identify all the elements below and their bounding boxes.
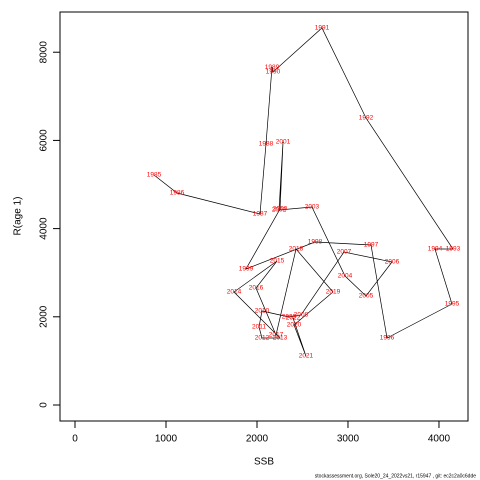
- point-label: 1989: [265, 64, 280, 71]
- point-label: 2005: [359, 293, 374, 300]
- point-label: 1997: [364, 242, 379, 249]
- point-label: 2007: [337, 249, 352, 256]
- footnote: stockassessment.org, Sole20_24_2022vs21,…: [315, 473, 476, 479]
- point-label: 1998: [308, 239, 323, 246]
- point-label: 2017: [269, 332, 284, 339]
- point-label: 2012: [255, 335, 270, 342]
- y-tick-label: 0: [39, 402, 50, 408]
- point-label: 2016: [249, 285, 264, 292]
- point-label: 2004: [338, 273, 353, 280]
- point-label: 2018: [289, 246, 304, 253]
- point-label: 2002: [272, 207, 287, 214]
- x-tick-label: 2000: [246, 434, 269, 445]
- point-label: 2013: [273, 335, 288, 342]
- point-label: 1993: [446, 246, 461, 253]
- point-label: 2019: [326, 289, 341, 296]
- point-label: 2022: [286, 315, 301, 322]
- point-label: 2006: [385, 259, 400, 266]
- point-label: 2001: [276, 139, 291, 146]
- y-tick-label: 6000: [39, 129, 50, 152]
- point-label: 1991: [315, 25, 330, 32]
- y-tick-label: 4000: [39, 217, 50, 240]
- y-tick-label: 8000: [39, 41, 50, 64]
- x-tick-label: 4000: [428, 434, 451, 445]
- point-label: 2011: [252, 324, 266, 331]
- point-label: 1994: [428, 246, 443, 253]
- x-tick-label: 3000: [337, 434, 360, 445]
- point-label: 1996: [380, 335, 395, 342]
- point-label: 2015: [270, 258, 285, 265]
- point-label: 2020: [287, 322, 302, 329]
- point-label: 1986: [170, 190, 185, 197]
- point-label: 1990: [266, 69, 281, 76]
- point-label: 1999: [239, 266, 254, 273]
- x-axis-label: SSB: [254, 457, 274, 468]
- y-axis-label: R(age 1): [13, 197, 24, 236]
- y-tick-label: 2000: [39, 305, 50, 328]
- point-label: 2010: [255, 308, 270, 315]
- point-label: 2009: [282, 314, 297, 321]
- point-label: 2003: [305, 204, 320, 211]
- point-label: 1995: [445, 301, 460, 308]
- point-label: 1988: [259, 141, 274, 148]
- point-label: 2014: [227, 289, 242, 296]
- point-label: 2021: [299, 353, 314, 360]
- data-line: [153, 27, 454, 357]
- x-tick-label: 0: [72, 434, 78, 445]
- point-label: 1985: [147, 172, 162, 179]
- point-label: 1992: [359, 115, 374, 122]
- x-tick-label: 1000: [155, 434, 178, 445]
- point-label: 2008: [294, 312, 309, 319]
- point-label: 2000: [273, 206, 288, 213]
- point-label: 1987: [253, 211, 268, 218]
